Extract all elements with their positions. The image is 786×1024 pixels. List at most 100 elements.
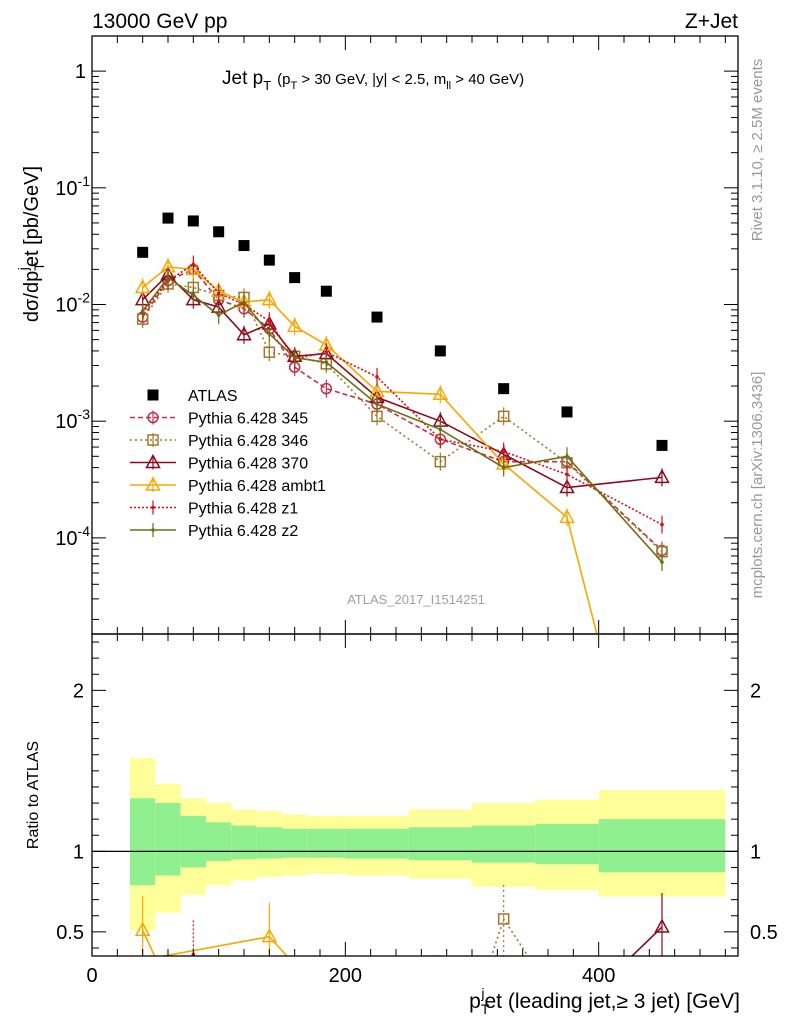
ratio-point-ambt1: [134, 921, 151, 936]
y-tick-label: 10-2: [55, 289, 90, 316]
band-inner-segment: [206, 822, 232, 862]
plot-title-cuts-sub2: ll: [446, 80, 451, 92]
ratio-panel: 0.5 0.5 1 1 2 2 0 200 400: [56, 633, 778, 987]
data-point-z1: [267, 319, 272, 323]
data-point-z2: [501, 465, 506, 470]
band-inner-segment: [155, 803, 181, 876]
ratio-series-layer: [134, 884, 670, 956]
ratio-y-tick-label-left: 0.5: [56, 922, 84, 944]
data-point-p346: [497, 410, 510, 423]
data-point-ambt1: [261, 291, 278, 306]
data-point-atlas: [238, 240, 250, 252]
band-inner-segment: [180, 815, 206, 868]
data-point-z2: [191, 293, 196, 298]
band-inner-segment: [256, 827, 282, 859]
data-point-atlas: [371, 311, 383, 323]
x-tick-label: 0: [86, 965, 97, 987]
main-ticks: 10-4 10-3 10-2 10-1 1: [55, 35, 738, 634]
data-point-ambt1: [286, 317, 303, 333]
ratio-y-tick-label-right: 2: [750, 680, 761, 702]
legend-label-z2: Pythia 6.428 z2: [188, 523, 298, 540]
data-point-atlas: [498, 383, 510, 395]
ratio-point-p370: [654, 918, 670, 933]
data-point-ambt1: [559, 508, 575, 524]
legend-marker-p345: [147, 411, 159, 424]
data-point-z1: [375, 375, 379, 379]
legend-label-p345: Pythia 6.428 345: [188, 411, 308, 428]
data-point-z1: [191, 262, 196, 267]
mcplots-text: mcplots.cern.ch [arXiv:1306.3436]: [749, 372, 766, 599]
data-point-atlas: [213, 226, 225, 238]
ratio-y-tick-label-left: 2: [73, 680, 84, 702]
data-point-z2: [660, 560, 664, 564]
data-point-p370: [236, 326, 252, 341]
data-point-z2: [166, 275, 170, 280]
band-inner-segment: [598, 819, 726, 873]
data-point-atlas: [162, 212, 174, 224]
header-left: 13000 GeV pp: [92, 10, 227, 33]
data-point-atlas: [320, 285, 332, 297]
ratio-line-p346: [490, 917, 529, 956]
x-tick-label: 200: [329, 965, 362, 987]
data-point-p345: [320, 382, 333, 395]
data-point-p370: [654, 468, 670, 484]
legend-marker-ambt1: [145, 476, 161, 491]
data-point-atlas: [263, 254, 275, 266]
legend-marker-z2: [151, 528, 155, 532]
plot-title-cuts: (p: [277, 71, 290, 88]
data-point-z2: [292, 355, 297, 360]
data-point-atlas: [656, 439, 668, 451]
ratio-y-tick-label-right: 0.5: [750, 922, 778, 944]
data-point-z2: [375, 402, 379, 406]
ratio-y-tick-label-left: 1: [73, 841, 84, 863]
ratio-y-tick-label-right: 1: [750, 841, 761, 863]
data-point-atlas: [137, 246, 149, 258]
plot-title-main: Jet p: [222, 68, 263, 89]
band-inner-segment: [345, 828, 409, 859]
ratio-point-ambt1: [261, 928, 278, 943]
legend-label-atlas: ATLAS: [188, 388, 238, 405]
data-point-z1: [216, 291, 221, 295]
main-panel: 10-4 10-3 10-2 10-1 1: [55, 35, 739, 635]
data-point-p346: [434, 455, 447, 468]
legend-label-z1: Pythia 6.428 z1: [188, 501, 298, 518]
data-point-ambt1: [185, 260, 202, 276]
data-point-z2: [267, 332, 272, 336]
plot-title: Jet pT (pT > 30 GeV, |y| < 2.5, mll > 40 …: [222, 68, 524, 93]
band-inner-segment: [472, 825, 536, 863]
data-point-z1: [565, 472, 569, 477]
ratio-frame: [91, 633, 739, 957]
legend-label-ambt1: Pythia 6.428 ambt1: [188, 478, 326, 495]
analysis-watermark: ATLAS_2017_I1514251: [347, 592, 485, 607]
x-tick-label: 400: [582, 965, 615, 987]
y-tick-label: 10-1: [55, 173, 90, 200]
data-point-z1: [501, 449, 506, 454]
data-point-ambt1: [134, 278, 151, 294]
band-inner-segment: [231, 825, 257, 860]
main-series-layer: [134, 212, 670, 634]
legend-marker-z1: [151, 505, 155, 510]
data-point-z2: [242, 300, 246, 304]
main-frame: [91, 35, 739, 635]
plot-title-cuts-mid: > 30 GeV, |y| < 2.5, m: [297, 71, 446, 88]
legend-label-p346: Pythia 6.428 346: [188, 433, 308, 450]
rivet-version-text: Rivet 3.1.10, ≥ 2.5M events: [749, 59, 766, 242]
plot-title-main-sub: T: [263, 78, 271, 93]
data-point-z2: [216, 313, 221, 317]
data-point-atlas: [187, 215, 199, 227]
data-point-z2: [438, 427, 443, 432]
band-inner-segment: [408, 827, 472, 861]
ratio-ticks: 0.5 0.5 1 1 2 2 0 200 400: [56, 634, 778, 987]
band-inner-segment: [130, 798, 156, 886]
data-point-z1: [660, 522, 664, 527]
data-point-atlas: [289, 272, 301, 284]
x-axis-label: pTjet (leading jet,≥ 3 jet) [GeV]: [469, 985, 740, 1017]
data-point-p370: [559, 478, 575, 494]
band-inner-segment: [282, 828, 308, 858]
data-point-z2: [565, 454, 569, 459]
ratio-line-p370: [630, 926, 663, 956]
series-line-ambt1: [142, 266, 598, 634]
ratio-point-p346: [497, 913, 510, 925]
y-tick-label: 10-3: [55, 406, 90, 433]
band-inner-segment: [535, 823, 599, 865]
